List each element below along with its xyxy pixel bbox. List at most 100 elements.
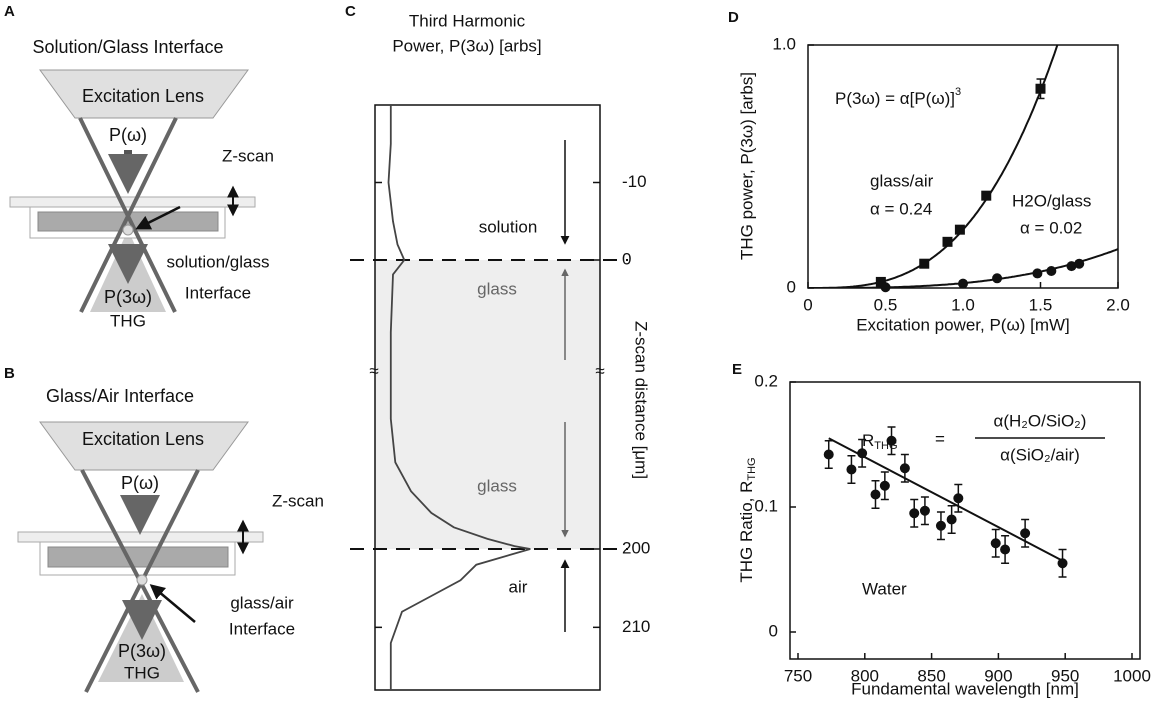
y-tick-label: 1.0 — [772, 34, 796, 53]
fit-curve — [808, 45, 1059, 288]
formula-equals: = — [935, 429, 945, 448]
region-label: glass — [477, 476, 517, 495]
interface-label: Interface — [185, 283, 251, 302]
y-tick-label: 0 — [622, 249, 631, 268]
y-tick-label: 0 — [787, 277, 796, 296]
annotation: Water — [862, 579, 907, 598]
x-tick-label: 950 — [1051, 666, 1079, 685]
panel-b: B Glass/Air Interface Excitation Lens P(… — [4, 365, 324, 693]
point — [942, 236, 953, 247]
y-axis-label-text: THG Ratio, R — [737, 481, 756, 583]
point — [919, 505, 930, 516]
x-tick-label: 0 — [803, 295, 812, 314]
interface-label: glass/air — [230, 593, 294, 612]
point — [953, 493, 964, 504]
formula-symbol: R — [862, 431, 874, 450]
interface-label: Interface — [229, 619, 295, 638]
axis-break: ≈ — [595, 361, 604, 380]
x-tick-label: 1000 — [1113, 666, 1151, 685]
y-tick-label: 0.1 — [754, 496, 778, 515]
point — [1046, 265, 1057, 276]
point — [879, 480, 890, 491]
point — [992, 273, 1003, 284]
lens — [39, 69, 249, 119]
y-tick-label: 0 — [769, 621, 778, 640]
profile-line — [387, 105, 531, 690]
point — [981, 190, 992, 201]
point — [880, 282, 891, 293]
region-label: air — [509, 577, 528, 596]
scan-label: Z-scan — [272, 491, 324, 510]
panel-letter: A — [4, 3, 15, 20]
panel-c: C Third Harmonic Power, P(3ω) [arbs] ≈ ≈… — [345, 3, 651, 691]
y-axis-label: THG Ratio, RTHG — [737, 457, 757, 582]
plot-frame — [807, 44, 1119, 289]
beam-edge — [79, 117, 178, 313]
series-label: H2O/glass — [1012, 191, 1091, 210]
point — [870, 489, 881, 500]
slide — [17, 531, 264, 543]
interface-label: solution/glass — [166, 252, 269, 271]
point — [935, 520, 946, 531]
y-tick-label: 0.2 — [754, 371, 778, 390]
formula-numerator: α(H₂O/SiO₂) — [994, 411, 1087, 430]
point — [1066, 261, 1077, 272]
region-label: glass — [477, 279, 517, 298]
fit-label: α = 0.02 — [1020, 218, 1082, 237]
scan-label: Z-scan — [222, 146, 274, 165]
x-axis-label: Excitation power, P(ω) [mW] — [856, 315, 1070, 334]
sample — [47, 546, 229, 568]
signal-label: THG — [124, 663, 160, 682]
x-tick-label: 900 — [984, 666, 1012, 685]
panel-a: A Solution/Glass Interface Excitation Le… — [4, 3, 274, 331]
output-label: P(3ω) — [118, 641, 166, 661]
panel-letter: B — [4, 365, 15, 382]
point — [846, 464, 857, 475]
input-label: P(ω) — [109, 125, 147, 145]
output-label: P(3ω) — [104, 287, 152, 307]
panel-title: Glass/Air Interface — [46, 386, 194, 406]
x-tick-label: 2.0 — [1106, 295, 1130, 314]
glass-region — [375, 260, 600, 549]
plot-frame — [374, 104, 601, 691]
fit-label: α = 0.24 — [870, 199, 932, 218]
equation-exponent: 3 — [955, 86, 961, 98]
y-tick-label: 210 — [622, 617, 650, 636]
formula-denominator: α(SiO₂/air) — [1000, 445, 1080, 464]
axis-break: ≈ — [369, 361, 378, 380]
point — [954, 224, 965, 235]
point — [909, 508, 920, 519]
x-tick-label: 1.5 — [1029, 295, 1053, 314]
point — [946, 514, 957, 525]
pointer — [149, 584, 196, 623]
point — [899, 463, 910, 474]
y-axis-label: THG power, P(3ω) [arbs] — [737, 72, 756, 260]
x-tick-label: 850 — [917, 666, 945, 685]
x-axis-label: Fundamental wavelength [nm] — [851, 679, 1079, 698]
point — [990, 538, 1001, 549]
input-label: P(ω) — [121, 473, 159, 493]
panel-e: E R THG = α(H₂O/SiO₂) α(SiO₂/air) Water F… — [732, 361, 1141, 698]
point — [1057, 558, 1068, 569]
chart-title: Power, P(3ω) [arbs] — [392, 36, 541, 55]
equation: P(3ω) = α[P(ω)]3 — [835, 86, 961, 109]
equation-text: P(3ω) = α[P(ω)] — [835, 89, 955, 108]
lens-label: Excitation Lens — [82, 429, 204, 449]
y-axis-label-subscript: THG — [746, 457, 758, 480]
point — [875, 276, 886, 287]
panel-d: D P(3ω) = α[P(ω)]3 glass/air α = 0.24 H2… — [728, 9, 1119, 334]
point — [823, 449, 834, 460]
x-tick-label: 1.0 — [951, 295, 975, 314]
pointer — [135, 205, 181, 230]
plot-frame — [789, 381, 1141, 660]
region-label: solution — [479, 217, 538, 236]
point — [958, 278, 968, 289]
panel-letter: E — [732, 361, 742, 378]
point — [1032, 268, 1043, 279]
x-tick-label: 0.5 — [874, 295, 898, 314]
lens — [39, 421, 249, 471]
panel-title: Solution/Glass Interface — [32, 37, 223, 57]
point — [919, 258, 930, 269]
fit-line — [828, 437, 1063, 562]
